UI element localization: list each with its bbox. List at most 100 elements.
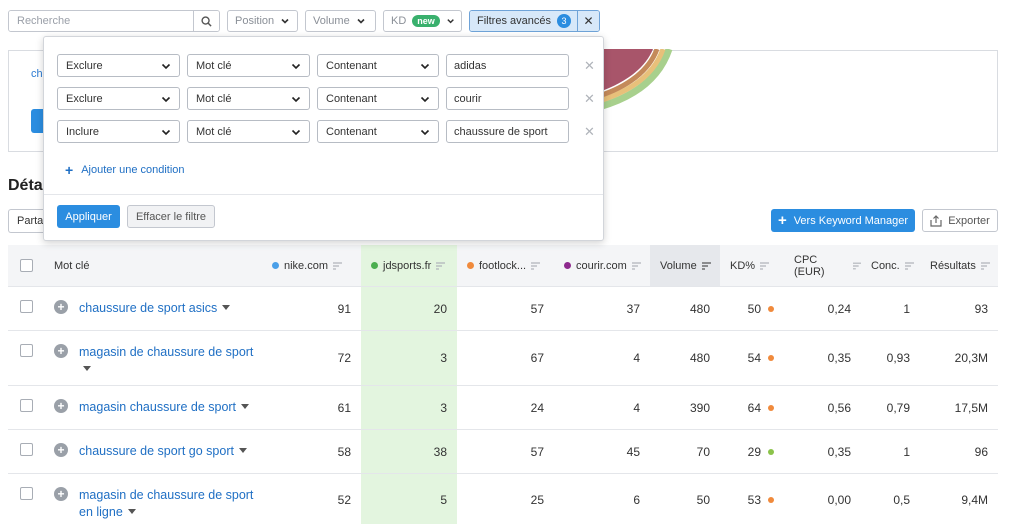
volume-dropdown[interactable]: Volume [305,10,376,32]
table-row: + magasin de chaussure de sport en ligne… [8,474,998,524]
filter-bar: Position Volume KD new Filtres avancés 3… [8,10,600,32]
sort-icon [904,261,914,270]
share-button[interactable]: Parta [8,209,48,233]
kd-value: 54 [747,351,761,365]
filter-field-select[interactable]: Mot clé [187,87,310,110]
add-keyword-icon[interactable]: + [54,344,68,358]
caret-down-icon[interactable] [241,404,250,409]
chevron-down-icon [291,129,301,135]
select-all-checkbox[interactable] [19,259,33,272]
courir-position: 4 [633,400,640,415]
row-checkbox[interactable] [19,399,33,412]
sort-icon [333,261,343,270]
header-volume[interactable]: Volume [650,245,720,286]
keywords-table: Mot clé nike.com jdsports.fr footlock...… [8,245,998,524]
add-condition-label: Ajouter une condition [81,164,185,176]
advanced-filters-button[interactable]: Filtres avancés 3 [470,11,577,31]
filter-action-select[interactable]: Exclure [57,54,180,77]
row-checkbox-cell [8,386,44,429]
header-kd[interactable]: KD% [720,245,784,286]
add-condition-link[interactable]: + Ajouter une condition [65,162,185,178]
caret-down-icon[interactable] [222,305,231,310]
kd-label: KD [391,15,407,27]
header-courir[interactable]: courir.com [554,245,650,286]
row-checkbox-cell [8,287,44,330]
keyword-cell: + magasin chaussure de sport [44,386,262,429]
table-header: Mot clé nike.com jdsports.fr footlock...… [8,245,998,287]
sort-icon [852,262,861,269]
filter-operator-select[interactable]: Contenant [317,87,439,110]
kd-cell: 54 [720,331,784,385]
kd-cell: 53 [720,474,784,524]
chevron-down-icon [420,96,430,102]
table-row: + chaussure de sport go sport 58 38 57 4… [8,430,998,474]
conc-value: 1 [903,301,910,316]
footlocker-position: 25 [530,493,544,507]
header-courir-label: courir.com [576,259,627,272]
overview-button[interactable] [31,109,45,133]
header-nike-label: nike.com [284,259,329,272]
filter-operator-select[interactable]: Contenant [317,54,439,77]
filter-value-input[interactable]: courir [446,87,569,110]
clear-advanced-filters-button[interactable]: ✕ [576,11,599,31]
conc-value: 0,79 [886,400,910,415]
remove-filter-icon[interactable]: ✕ [584,123,595,139]
keyword-link[interactable]: chaussure de sport asics [79,300,231,317]
filter-operator-select[interactable]: Contenant [317,120,439,143]
filter-action-select[interactable]: Inclure [57,120,180,143]
keyword-link[interactable]: magasin chaussure de sport [79,399,250,416]
results-value: 93 [974,301,988,316]
filter-field-select[interactable]: Mot clé [187,120,310,143]
remove-filter-icon[interactable]: ✕ [584,57,595,73]
results-value: 96 [974,444,988,459]
row-checkbox[interactable] [19,487,33,500]
overview-link[interactable]: ch [31,68,43,80]
remove-filter-icon[interactable]: ✕ [584,90,595,106]
keyword-manager-button[interactable]: + Vers Keyword Manager [771,209,915,232]
advanced-filters-popup: Exclure Mot clé Contenant adidas ✕ Exclu… [43,36,604,241]
clear-filter-button[interactable]: Effacer le filtre [127,205,215,228]
row-checkbox[interactable] [19,344,33,357]
jd-position: 5 [361,474,457,524]
header-nike[interactable]: nike.com [262,245,361,286]
caret-down-icon[interactable] [83,366,91,371]
keyword-link[interactable]: magasin de chaussure de sport en ligne [79,488,254,519]
add-keyword-icon[interactable]: + [54,300,68,314]
caret-down-icon[interactable] [127,509,136,514]
filter-value-input[interactable]: chaussure de sport [446,120,569,143]
sort-icon [436,261,446,270]
results-value: 17,5M [954,400,988,415]
add-keyword-icon[interactable]: + [54,487,68,501]
close-icon: ✕ [583,14,594,28]
export-button[interactable]: Exporter [922,209,998,232]
row-checkbox[interactable] [19,300,33,313]
header-jd[interactable]: jdsports.fr [361,245,457,286]
search-input[interactable] [9,11,193,31]
conc-value: 1 [903,444,910,459]
position-dropdown[interactable]: Position [227,10,298,32]
kd-dropdown[interactable]: KD new [383,10,462,32]
header-conc[interactable]: Conc. [861,245,920,286]
results-value: 20,3M [954,351,988,365]
chevron-down-icon [161,63,171,69]
keyword-link[interactable]: magasin de chaussure de sport [79,344,253,378]
search-button[interactable] [193,11,219,31]
header-cpc[interactable]: CPC (EUR) [784,245,861,286]
keyword-link[interactable]: chaussure de sport go sport [79,443,247,460]
filter-field-select[interactable]: Mot clé [187,54,310,77]
cpc-value: 0,00 [827,493,851,507]
header-keyword[interactable]: Mot clé [54,259,90,272]
apply-button[interactable]: Appliquer [57,205,120,228]
kd-dot-icon [768,404,774,411]
filter-value-input[interactable]: adidas [446,54,569,77]
cpc-value: 0,35 [827,351,851,365]
row-checkbox[interactable] [19,443,33,456]
caret-down-icon[interactable] [238,448,247,453]
plus-icon: + [65,162,74,178]
header-footlocker[interactable]: footlock... [457,245,554,286]
add-keyword-icon[interactable]: + [54,399,68,413]
header-results[interactable]: Résultats [920,245,998,286]
add-keyword-icon[interactable]: + [54,443,68,457]
filter-action-select[interactable]: Exclure [57,87,180,110]
header-jd-label: jdsports.fr [383,259,432,272]
